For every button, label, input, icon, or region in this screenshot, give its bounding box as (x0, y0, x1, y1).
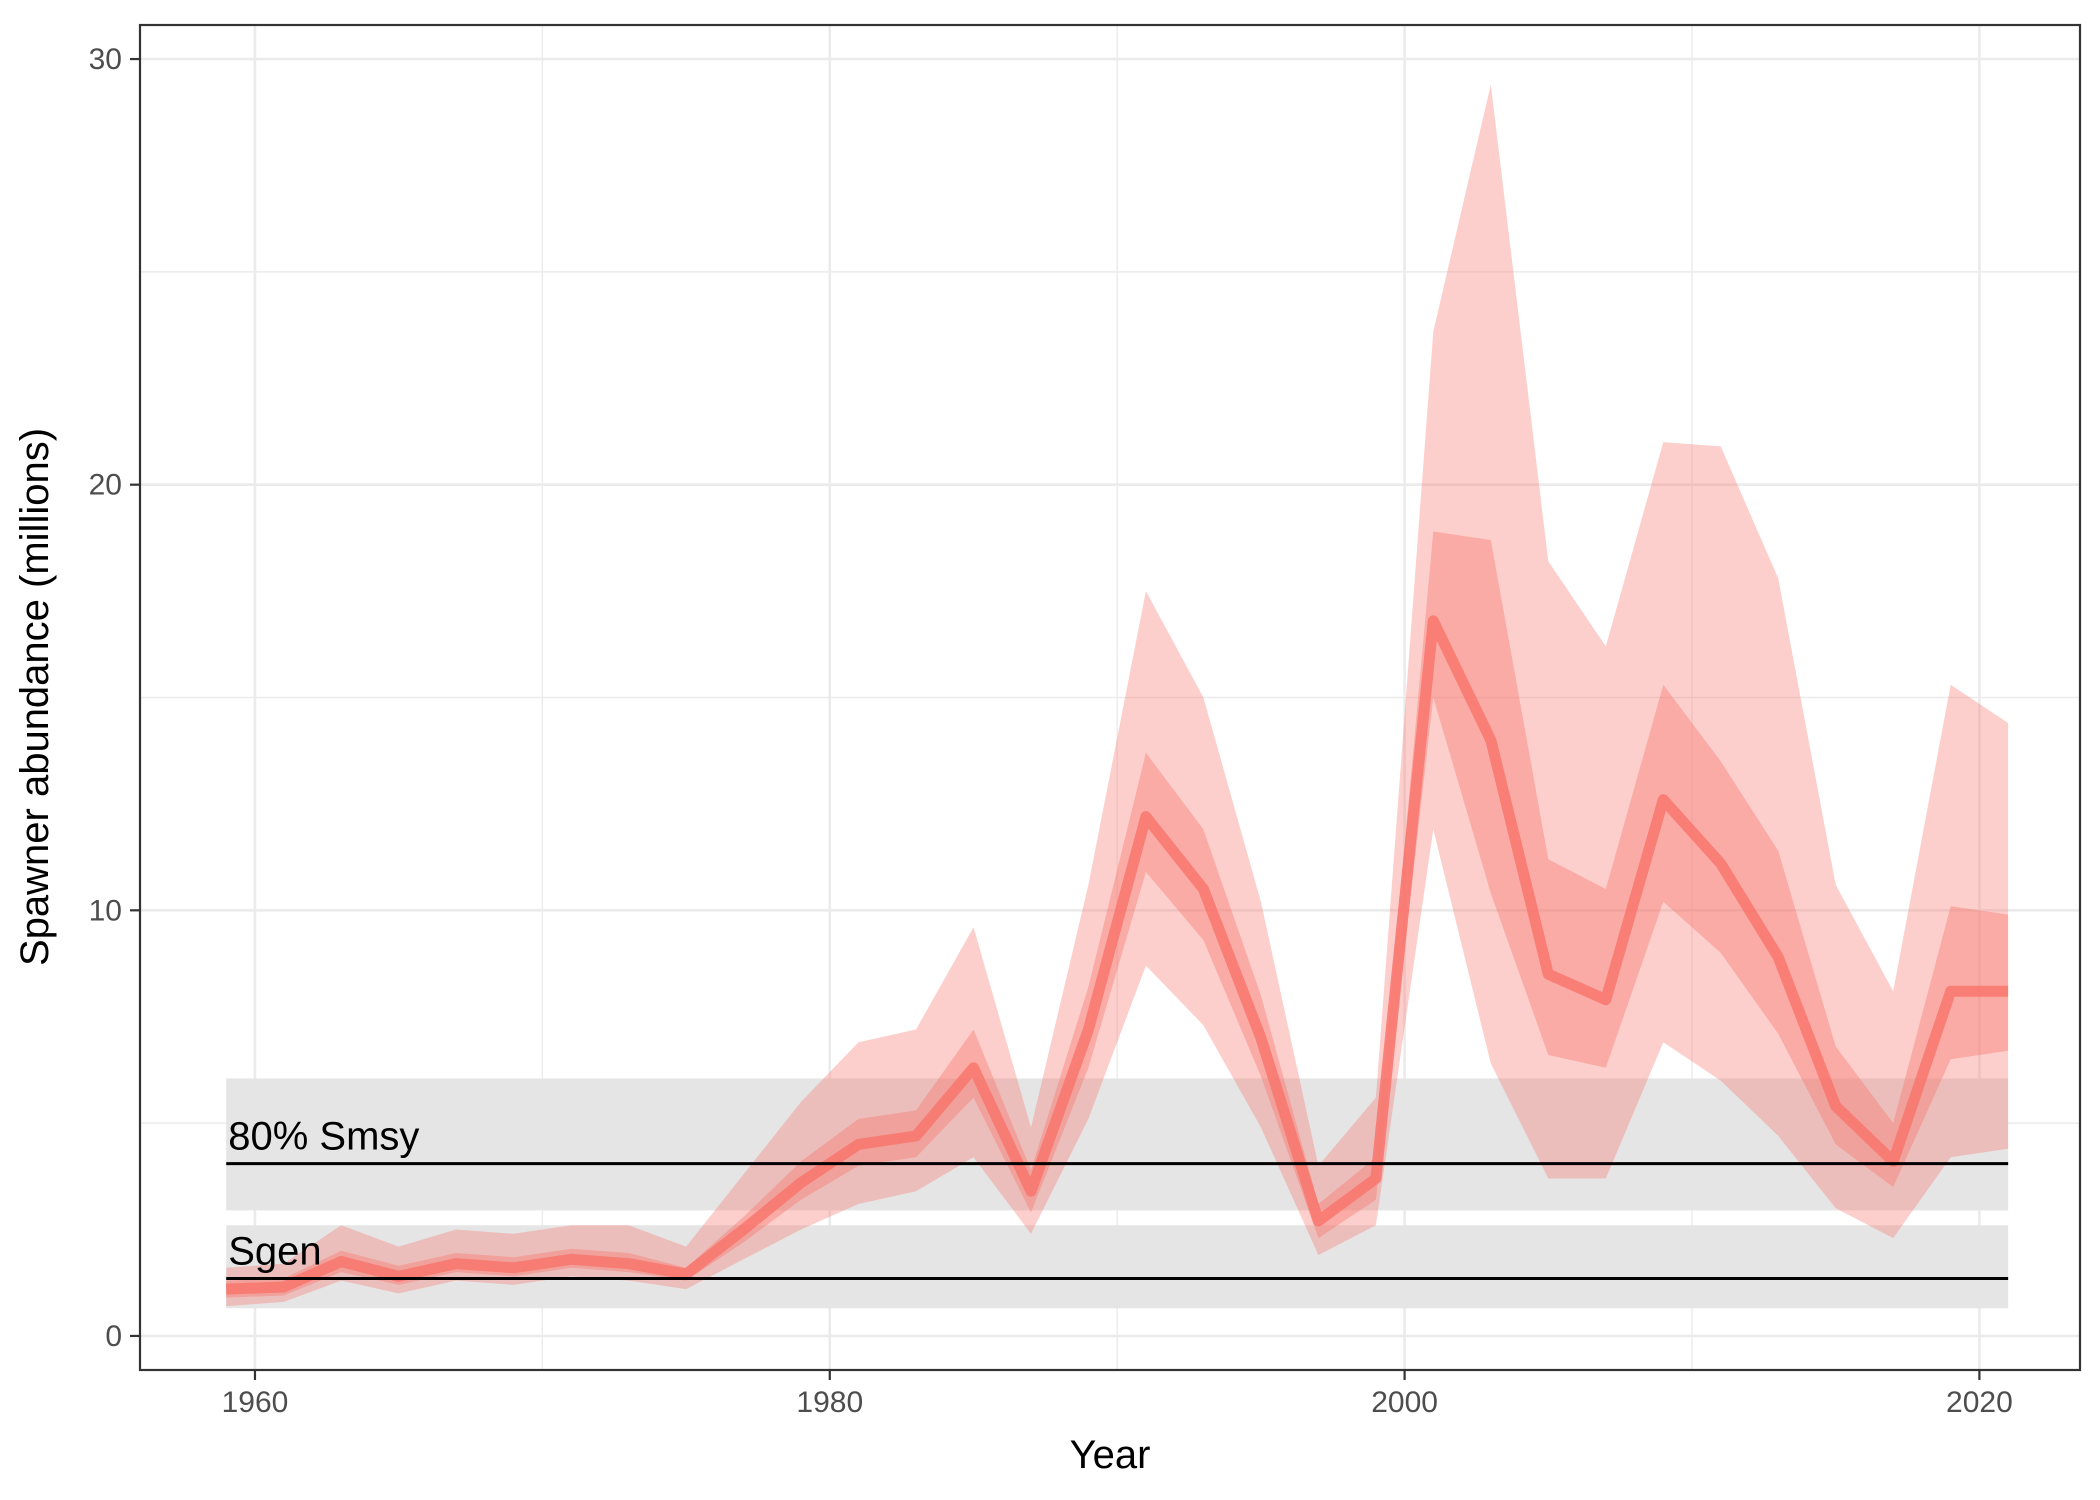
outer-credible-band (226, 84, 2009, 1307)
reference-label-0: 80% Smsy (228, 1115, 419, 1159)
y-tick-label: 0 (105, 1320, 122, 1353)
x-axis-title: Year (1070, 1433, 1151, 1477)
reference-bands (226, 1078, 2009, 1309)
x-tick-label: 1960 (222, 1386, 289, 1419)
y-tick-label: 30 (89, 43, 122, 76)
reference-label-1: Sgen (228, 1229, 321, 1273)
median-line-group (225, 615, 2009, 1295)
x-tick-label: 2020 (1946, 1386, 2013, 1419)
x-tick-label: 1980 (796, 1386, 863, 1419)
median-series-line (225, 615, 2009, 1295)
axes: 1960 1980 2000 2020 0 10 20 30 (89, 43, 2013, 1419)
reference-band-0 (226, 1078, 2009, 1211)
reference-lines: 80% Smsy Sgen (226, 1115, 2009, 1280)
y-axis-title: Spawner abundance (millions) (13, 428, 57, 966)
panel-border (138, 23, 2082, 1372)
y-tick-label: 20 (89, 469, 122, 502)
y-tick-label: 10 (89, 894, 122, 927)
outer-band-area (226, 84, 2009, 1307)
x-tick-label: 2000 (1371, 1386, 1438, 1419)
plot-panel: 80% Smsy Sgen (138, 23, 2082, 1372)
